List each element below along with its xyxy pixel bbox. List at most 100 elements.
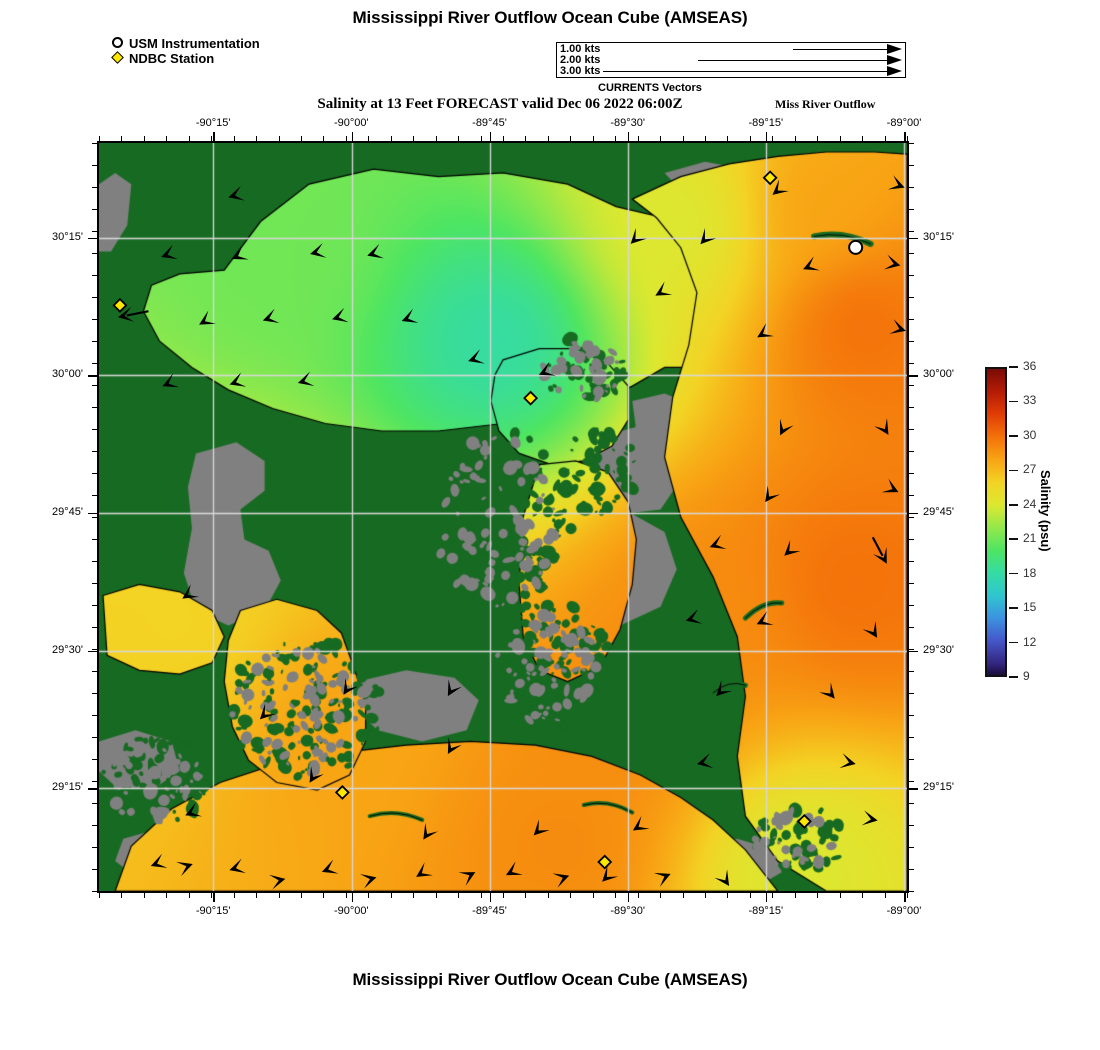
current-vector-arrow [310, 766, 324, 783]
x-minor-tick [593, 893, 594, 898]
vector-arrowhead-3 [887, 66, 902, 76]
x-minor-tick [166, 893, 167, 898]
y-minor-tick [909, 319, 914, 320]
colorbar-tick [1009, 538, 1018, 540]
map-vector-overlay [99, 143, 907, 891]
current-vector-arrow [888, 175, 905, 189]
x-minor-tick [189, 893, 190, 898]
colorbar-tick-label: 15 [1023, 600, 1036, 614]
x-minor-tick [458, 893, 459, 898]
y-minor-tick [909, 561, 914, 562]
x-major-tick [904, 893, 905, 902]
current-vector-arrow [714, 869, 729, 886]
current-vector-arrow [710, 535, 727, 549]
current-vector-arrow [506, 861, 523, 875]
y-minor-tick [909, 737, 914, 738]
ndbc-station-marker[interactable] [114, 299, 126, 311]
current-vector-arrow [161, 245, 178, 259]
y-minor-tick [909, 693, 914, 694]
y-minor-tick [909, 253, 914, 254]
x-major-tick [904, 132, 905, 141]
current-vector-arrow [367, 244, 384, 259]
current-vector-arrow [269, 875, 285, 890]
y-major-tick [88, 651, 97, 652]
colorbar-tick-label: 24 [1023, 497, 1036, 511]
usm-instrumentation-marker[interactable] [849, 241, 862, 254]
legend-item-usm: USM Instrumentation [110, 36, 260, 51]
y-minor-tick [909, 825, 914, 826]
ndbc-station-marker[interactable] [336, 786, 348, 798]
y-minor-tick [909, 165, 914, 166]
y-axis-tick-label-left: 30°00' [52, 368, 83, 380]
colorbar-tick [1009, 642, 1018, 644]
current-vector-arrow [185, 802, 202, 816]
x-minor-tick [772, 893, 773, 898]
ndbc-station-marker[interactable] [764, 172, 776, 184]
ndbc-station-marker[interactable] [599, 856, 611, 868]
x-minor-tick [660, 893, 661, 898]
colorbar-tick [1009, 504, 1018, 506]
colorbar-tick-label: 12 [1023, 635, 1036, 649]
x-major-tick [490, 893, 491, 902]
y-major-tick [909, 238, 918, 239]
x-axis-tick-label-bottom: -90°15' [196, 905, 231, 917]
x-major-tick [766, 893, 767, 902]
legend-label-usm: USM Instrumentation [129, 36, 260, 51]
x-axis-tick-label-bottom: -89°45' [472, 905, 507, 917]
y-minor-tick [909, 759, 914, 760]
y-minor-tick [909, 671, 914, 672]
current-vector-arrow [229, 859, 246, 874]
y-minor-tick [909, 495, 914, 496]
current-vector-arrow [199, 311, 216, 325]
current-vector-arrow [228, 186, 244, 201]
y-minor-tick [909, 649, 914, 650]
colorbar-tick-label: 36 [1023, 359, 1036, 373]
circle-marker-icon [110, 36, 128, 51]
x-minor-tick [436, 893, 437, 898]
y-minor-tick [909, 231, 914, 232]
x-axis-tick-label-top: -89°30' [610, 117, 645, 129]
y-axis-tick-label-right: 30°15' [923, 231, 954, 243]
y-axis-tick-label-right: 29°45' [923, 506, 954, 518]
page-title-bottom: Mississippi River Outflow Ocean Cube (AM… [0, 970, 1100, 990]
current-vector-arrow [534, 819, 550, 835]
x-minor-tick [795, 893, 796, 898]
x-minor-tick [570, 893, 571, 898]
x-minor-tick [727, 893, 728, 898]
legend-label-ndbc: NDBC Station [129, 51, 214, 66]
current-vector-arrow [230, 372, 247, 386]
x-axis-tick-label-top: -89°15' [749, 117, 784, 129]
x-axis-tick-label-bottom: -89°15' [749, 905, 784, 917]
current-vector-arrow [716, 680, 732, 696]
colorbar-tick [1009, 366, 1018, 368]
ndbc-station-marker[interactable] [524, 392, 536, 404]
current-vector-arrow [697, 753, 713, 768]
map-plot-area[interactable] [97, 141, 909, 893]
y-minor-tick [909, 209, 914, 210]
colorbar-tick [1009, 435, 1018, 437]
colorbar-tick-label: 30 [1023, 428, 1036, 442]
current-vector-arrow [631, 228, 647, 244]
colorbar[interactable] [985, 367, 1007, 677]
current-vector-arrow [654, 873, 671, 887]
y-axis-tick-label-right: 29°30' [923, 644, 954, 656]
current-vector-arrow [423, 823, 438, 840]
y-minor-tick [909, 385, 914, 386]
y-major-tick [909, 788, 918, 789]
x-minor-tick [279, 893, 280, 898]
y-minor-tick [909, 363, 914, 364]
current-vector-arrow [416, 862, 433, 877]
ndbc-station-marker[interactable] [798, 815, 810, 827]
y-minor-tick [909, 715, 914, 716]
vector-legend-row-3: 3.00 kts [557, 66, 905, 77]
vector-legend-row-2: 2.00 kts [557, 55, 905, 66]
current-vector-arrow [772, 179, 788, 194]
colorbar-title: Salinity (psu) [1038, 470, 1053, 552]
x-axis-tick-label-top: -90°00' [334, 117, 369, 129]
y-minor-tick [909, 869, 914, 870]
x-major-tick [490, 132, 491, 141]
current-vector-arrow [884, 255, 900, 270]
x-axis-tick-label-bottom: -89°00' [887, 905, 922, 917]
x-axis-tick-label-bottom: -90°00' [334, 905, 369, 917]
x-minor-tick [391, 893, 392, 898]
